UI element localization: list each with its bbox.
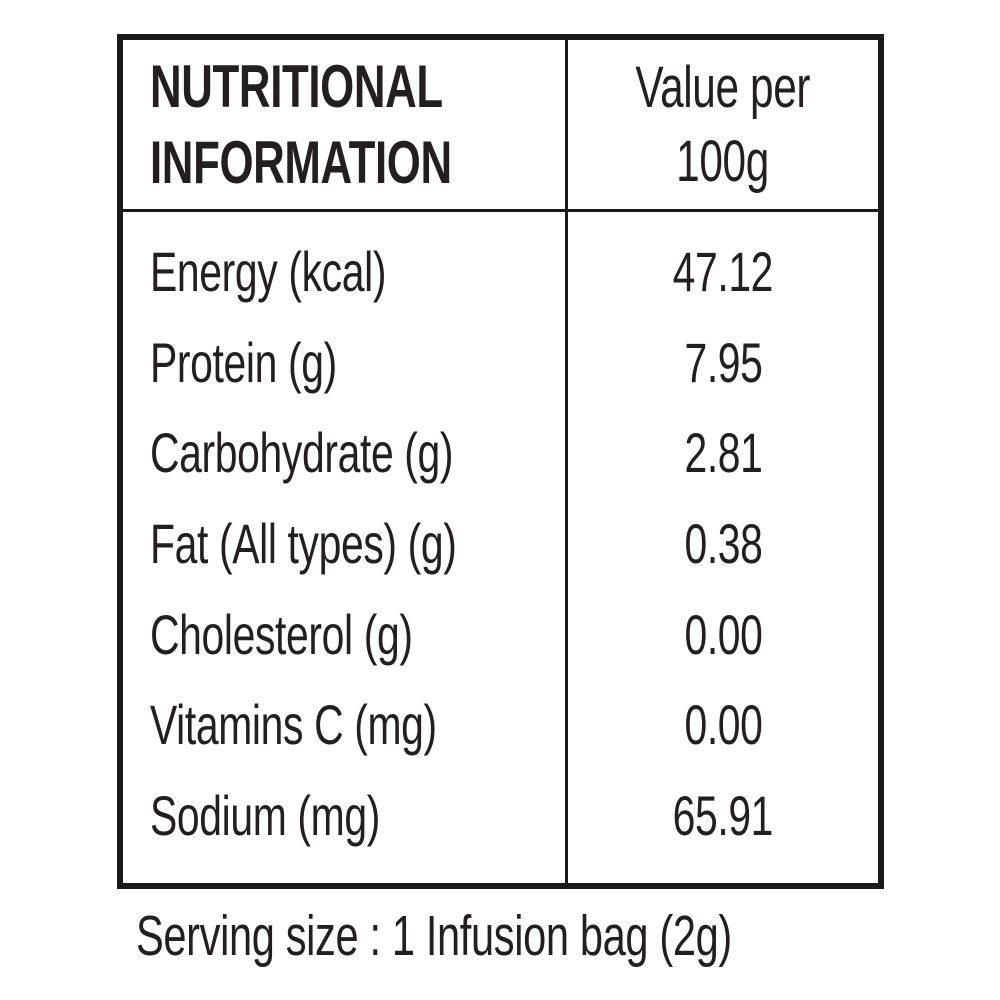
nutrient-label: Sodium (mg) [123,783,565,848]
nutrient-label-text: Carbohydrate (g) [150,421,454,485]
table-row: Sodium (mg) 65.91 [123,770,878,861]
nutrient-label-text: Energy (kcal) [150,239,387,303]
nutrient-label: Fat (All types) (g) [123,511,565,576]
table-body: Energy (kcal) 47.12 Protein (g) 7.95 Car… [123,212,878,883]
header-value-column: Value per 100g [568,40,878,209]
serving-size-note: Serving size : 1 Infusion bag (2g) [136,903,952,969]
nutrient-label-text: Protein (g) [150,330,337,394]
table-row: Fat (All types) (g) 0.38 [123,498,878,589]
table-row: Cholesterol (g) 0.00 [123,589,878,680]
nutrient-label: Protein (g) [123,330,565,395]
nutrient-label: Vitamins C (mg) [123,692,565,757]
header-value-line2: 100g [676,128,770,194]
serving-size-text: Serving size : 1 Infusion bag (2g) [136,904,732,968]
nutrient-value: 47.12 [568,239,878,304]
nutrient-value: 7.95 [568,330,878,395]
nutrient-value-text: 47.12 [672,239,774,303]
header-title-line2: INFORMATION [150,128,452,196]
header-title: NUTRITIONAL INFORMATION [123,40,565,209]
nutrient-label-text: Fat (All types) (g) [150,512,457,576]
nutrient-value: 65.91 [568,783,878,848]
nutrient-label-text: Vitamins C (mg) [150,693,437,757]
nutrient-value-text: 0.38 [683,512,763,576]
table-header-row: NUTRITIONAL INFORMATION Value per 100g [123,40,878,212]
header-value-line1: Value per [635,54,811,120]
nutrient-value-text: 0.00 [683,602,763,666]
table-row: Carbohydrate (g) 2.81 [123,407,878,498]
table-row: Protein (g) 7.95 [123,317,878,408]
nutrient-value-text: 0.00 [683,693,763,757]
column-divider [565,40,568,883]
nutrient-label: Energy (kcal) [123,239,565,304]
nutrient-value-text: 7.95 [683,330,763,394]
nutrient-value-text: 2.81 [683,421,763,485]
header-title-line1: NUTRITIONAL [150,52,443,120]
nutrition-table: NUTRITIONAL INFORMATION Value per 100g E… [117,34,884,889]
nutrient-label: Cholesterol (g) [123,602,565,667]
nutrient-value: 0.38 [568,511,878,576]
table-row: Energy (kcal) 47.12 [123,226,878,317]
nutrient-label-text: Cholesterol (g) [150,602,413,666]
nutrient-value: 2.81 [568,420,878,485]
nutrient-value: 0.00 [568,692,878,757]
table-row: Vitamins C (mg) 0.00 [123,680,878,771]
nutrient-label: Carbohydrate (g) [123,420,565,485]
nutrient-label-text: Sodium (mg) [150,784,380,848]
nutrient-value: 0.00 [568,602,878,667]
nutrient-value-text: 65.91 [672,784,774,848]
